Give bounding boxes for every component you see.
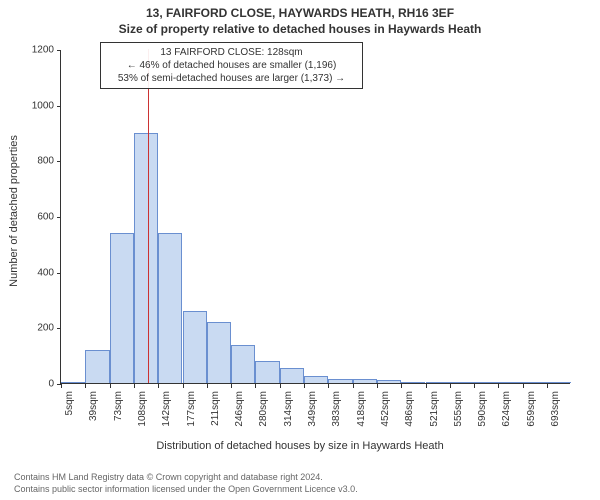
x-tick-mark: [547, 384, 548, 388]
x-tick-mark: [474, 384, 475, 388]
histogram-bar: [450, 382, 474, 383]
x-tick-mark: [110, 384, 111, 388]
histogram-bar: [401, 382, 425, 383]
x-tick-label: 555sqm: [453, 391, 464, 427]
y-axis-label: Number of detached properties: [8, 111, 20, 311]
x-tick-label: 177sqm: [186, 391, 197, 427]
histogram-bar: [280, 368, 304, 383]
histogram-bar: [255, 361, 279, 383]
y-tick-mark: [57, 50, 61, 51]
y-tick-mark: [57, 273, 61, 274]
x-tick-mark: [353, 384, 354, 388]
y-tick-label: 1200: [32, 45, 54, 56]
x-tick-label: 521sqm: [429, 391, 440, 427]
annotation-line-1: 13 FAIRFORD CLOSE: 128sqm: [107, 46, 356, 59]
x-tick-mark: [280, 384, 281, 388]
histogram-bar: [353, 379, 377, 383]
histogram-bar: [426, 382, 450, 383]
x-tick-mark: [134, 384, 135, 388]
histogram-bar: [523, 382, 547, 383]
x-tick-label: 452sqm: [380, 391, 391, 427]
histogram-bar: [498, 382, 522, 383]
annotation-line-2: ← 46% of detached houses are smaller (1,…: [107, 59, 356, 72]
x-tick-label: 280sqm: [258, 391, 269, 427]
x-tick-mark: [85, 384, 86, 388]
y-tick-mark: [57, 328, 61, 329]
plot-area: 0200400600800100012005sqm39sqm73sqm108sq…: [60, 50, 570, 384]
x-tick-label: 314sqm: [283, 391, 294, 427]
x-tick-mark: [61, 384, 62, 388]
histogram-bar: [134, 133, 158, 384]
x-tick-mark: [401, 384, 402, 388]
chart-title-main: 13, FAIRFORD CLOSE, HAYWARDS HEATH, RH16…: [0, 0, 600, 20]
y-tick-label: 600: [37, 212, 54, 223]
x-tick-label: 418sqm: [356, 391, 367, 427]
y-tick-label: 200: [37, 323, 54, 334]
x-tick-label: 39sqm: [88, 391, 99, 421]
chart-container: 13, FAIRFORD CLOSE, HAYWARDS HEATH, RH16…: [0, 0, 600, 500]
histogram-bar: [61, 382, 85, 383]
y-tick-mark: [57, 217, 61, 218]
chart-title-sub: Size of property relative to detached ho…: [0, 20, 600, 36]
y-tick-label: 0: [48, 379, 54, 390]
x-tick-label: 5sqm: [64, 391, 75, 415]
x-tick-label: 108sqm: [137, 391, 148, 427]
annotation-box: 13 FAIRFORD CLOSE: 128sqm ← 46% of detac…: [100, 42, 363, 89]
histogram-bar: [547, 382, 571, 383]
x-tick-label: 486sqm: [404, 391, 415, 427]
histogram-bar: [304, 376, 328, 383]
y-tick-label: 800: [37, 156, 54, 167]
histogram-bar: [231, 345, 255, 383]
histogram-bar: [183, 311, 207, 383]
histogram-bar: [110, 233, 134, 383]
x-tick-mark: [450, 384, 451, 388]
x-tick-label: 659sqm: [526, 391, 537, 427]
y-tick-mark: [57, 106, 61, 107]
x-tick-mark: [207, 384, 208, 388]
x-tick-mark: [183, 384, 184, 388]
x-tick-mark: [255, 384, 256, 388]
x-tick-mark: [231, 384, 232, 388]
x-tick-mark: [328, 384, 329, 388]
x-tick-label: 383sqm: [331, 391, 342, 427]
footer-line-1: Contains HM Land Registry data © Crown c…: [14, 472, 323, 482]
x-tick-mark: [426, 384, 427, 388]
x-tick-mark: [377, 384, 378, 388]
x-tick-label: 624sqm: [501, 391, 512, 427]
histogram-bar: [328, 379, 352, 383]
histogram-bar: [474, 382, 498, 383]
x-tick-label: 142sqm: [161, 391, 172, 427]
x-tick-mark: [158, 384, 159, 388]
x-tick-mark: [523, 384, 524, 388]
y-tick-label: 1000: [32, 100, 54, 111]
histogram-bar: [158, 233, 182, 383]
x-tick-label: 73sqm: [113, 391, 124, 421]
y-tick-label: 400: [37, 267, 54, 278]
property-marker-line: [148, 49, 149, 383]
x-tick-label: 246sqm: [234, 391, 245, 427]
x-tick-mark: [304, 384, 305, 388]
annotation-line-3: 53% of semi-detached houses are larger (…: [107, 72, 356, 85]
y-tick-mark: [57, 161, 61, 162]
histogram-bar: [377, 380, 401, 383]
histogram-bar: [85, 350, 109, 383]
x-axis-label: Distribution of detached houses by size …: [0, 440, 600, 452]
x-tick-mark: [498, 384, 499, 388]
x-tick-label: 693sqm: [550, 391, 561, 427]
footer-line-2: Contains public sector information licen…: [14, 484, 358, 494]
x-tick-label: 349sqm: [307, 391, 318, 427]
x-tick-label: 211sqm: [210, 391, 221, 426]
x-tick-label: 590sqm: [477, 391, 488, 427]
histogram-bar: [207, 322, 231, 383]
